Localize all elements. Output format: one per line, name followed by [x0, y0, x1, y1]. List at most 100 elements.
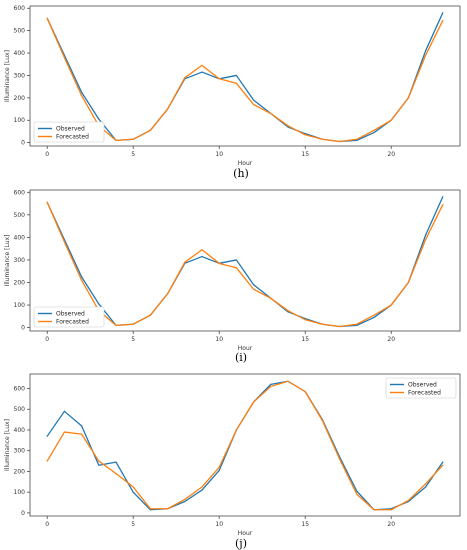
data-point-forecasted — [442, 19, 444, 22]
chart-panel-2: 0 5 10 15 200100200300400500600HourIlluminan… — [4, 373, 461, 550]
data-point-forecasted — [98, 460, 100, 462]
x-tick-label: 0 — [45, 521, 49, 528]
data-point-observed — [184, 500, 186, 503]
data-point-observed — [235, 74, 237, 77]
y-tick-label: 200 — [14, 468, 26, 475]
x-axis-label: Hour — [238, 160, 253, 167]
data-point-observed — [442, 461, 444, 463]
legend-label-observed: Observed — [408, 382, 437, 389]
data-point-forecasted — [356, 493, 358, 495]
data-point-forecasted — [304, 319, 306, 321]
data-point-forecasted — [270, 385, 272, 388]
data-point-forecasted — [184, 77, 186, 79]
legend-label-forecasted: Forecasted — [408, 390, 441, 397]
data-point-forecasted — [356, 323, 358, 325]
data-point-forecasted — [167, 108, 169, 110]
data-point-forecasted — [132, 486, 134, 488]
data-point-forecasted — [304, 391, 306, 393]
series-line-forecasted — [46, 380, 444, 511]
data-point-observed — [81, 91, 83, 93]
data-point-forecasted — [321, 323, 323, 325]
data-point-forecasted — [235, 82, 237, 84]
data-point-observed — [98, 464, 100, 466]
data-point-forecasted — [253, 401, 255, 403]
data-point-observed — [442, 12, 444, 14]
legend-label-observed: Observed — [56, 311, 85, 318]
y-tick-label: 0 — [21, 510, 25, 517]
data-point-forecasted — [390, 304, 392, 306]
y-axis-label: Illuminance [Lux] — [4, 235, 11, 287]
data-point-forecasted — [425, 54, 427, 56]
data-point-observed — [132, 491, 134, 493]
data-point-observed — [63, 410, 65, 412]
y-tick-label: 500 — [14, 28, 26, 35]
x-tick-label: 0 — [45, 151, 49, 158]
y-tick-label: 600 — [14, 5, 26, 12]
x-tick-label: 15 — [301, 521, 309, 528]
data-point-forecasted — [201, 64, 203, 66]
data-point-forecasted — [304, 134, 306, 136]
y-tick-label: 200 — [14, 279, 26, 286]
data-point-forecasted — [425, 239, 427, 241]
data-point-observed — [201, 71, 203, 73]
series-line-observed — [46, 380, 444, 511]
data-point-forecasted — [390, 119, 392, 121]
chart-panel-1: 0 5 10 15 200100200300400500600HourIlluminan… — [4, 189, 461, 364]
data-point-observed — [235, 259, 237, 261]
data-point-observed — [425, 234, 427, 236]
y-tick-label: 400 — [14, 427, 26, 434]
x-tick-label: 5 — [131, 521, 135, 528]
data-point-forecasted — [149, 314, 151, 316]
series-line-observed — [46, 12, 444, 143]
data-point-forecasted — [46, 17, 48, 19]
data-point-forecasted — [373, 509, 375, 511]
data-point-forecasted — [115, 472, 117, 475]
data-point-forecasted — [339, 458, 341, 460]
data-point-forecasted — [442, 464, 444, 466]
data-point-observed — [373, 131, 375, 134]
data-point-forecasted — [46, 201, 48, 204]
data-point-forecasted — [356, 138, 358, 140]
x-tick-label: 0 — [45, 336, 49, 343]
plot-frame — [29, 189, 461, 332]
y-tick-label: 300 — [14, 448, 26, 455]
y-tick-label: 100 — [14, 302, 26, 309]
panel-caption: (j) — [235, 537, 247, 550]
data-point-forecasted — [442, 204, 444, 206]
data-point-forecasted — [81, 279, 83, 281]
data-point-forecasted — [321, 420, 323, 422]
data-point-forecasted — [167, 508, 169, 510]
y-tick-label: 300 — [14, 72, 26, 79]
chart-panel-0: 0 5 10 15 200100200300400500600HourIlluminan… — [4, 5, 461, 180]
data-point-forecasted — [184, 498, 186, 501]
data-point-observed — [270, 383, 272, 385]
legend-label-forecasted: Forecasted — [56, 134, 89, 141]
plot-frame — [29, 373, 461, 517]
data-point-forecasted — [115, 324, 117, 326]
data-point-observed — [81, 425, 83, 427]
data-point-forecasted — [167, 293, 169, 295]
x-tick-label: 10 — [215, 521, 223, 528]
data-point-observed — [149, 509, 151, 511]
data-point-observed — [201, 255, 203, 258]
y-axis-label: Illuminance [Lux] — [4, 419, 11, 471]
x-axis-label: Hour — [238, 345, 253, 352]
x-tick-label: 20 — [387, 336, 395, 343]
data-point-forecasted — [339, 325, 341, 328]
data-point-forecasted — [218, 78, 220, 80]
data-point-observed — [425, 50, 427, 52]
series-line-forecasted — [46, 18, 444, 143]
y-tick-label: 600 — [14, 386, 26, 393]
data-point-observed — [356, 324, 358, 326]
data-point-forecasted — [425, 483, 427, 485]
data-point-forecasted — [149, 508, 151, 510]
y-tick-label: 500 — [14, 212, 26, 219]
data-point-observed — [81, 276, 83, 278]
y-tick-label: 0 — [21, 325, 25, 332]
series-line-observed — [46, 196, 444, 328]
data-point-forecasted — [407, 97, 409, 99]
